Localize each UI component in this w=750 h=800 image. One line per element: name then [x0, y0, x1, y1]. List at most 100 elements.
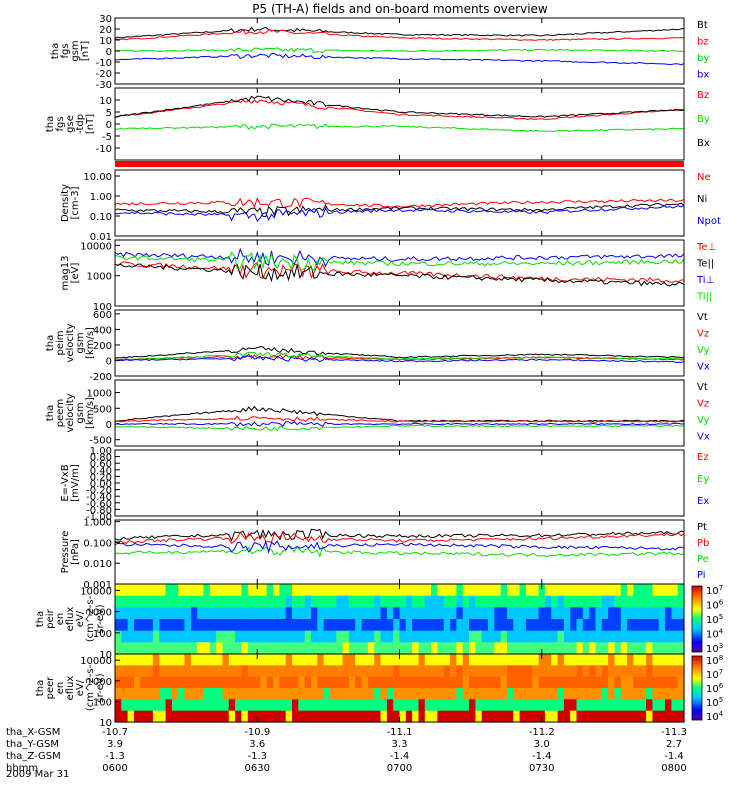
series-line-Pe [114, 545, 685, 558]
spectrogram-cell [437, 642, 445, 655]
spectrogram-cell [235, 676, 242, 689]
spectrogram-cell [209, 584, 217, 597]
spectrogram-cell [443, 642, 451, 655]
spectrogram-cell [209, 654, 217, 666]
spectrogram-cell [450, 607, 457, 620]
legend-label: Vz [697, 329, 709, 340]
spectrogram-cell [374, 710, 382, 723]
spectrogram-cell [627, 607, 634, 620]
spectrogram-cell [424, 699, 432, 712]
spectrogram-cell [450, 584, 457, 597]
spectrogram-cell [367, 665, 375, 678]
series-line-Pb [114, 531, 685, 545]
spectrogram-cell [266, 710, 274, 723]
spectrogram-cell [437, 699, 445, 712]
spectrogram-cell [507, 665, 514, 678]
spectrogram-cell [633, 688, 641, 700]
spectrogram-cell [134, 607, 141, 620]
spectrogram-cell [355, 619, 363, 632]
spectrogram-cell [374, 595, 382, 608]
spectrogram-cell [279, 665, 287, 678]
series-line-Bx [114, 95, 685, 118]
spectrogram-cell [576, 710, 584, 723]
spectrogram-cell [342, 676, 350, 689]
spectrogram-cell [330, 654, 337, 666]
orbit-row-label: hhmm [6, 763, 38, 774]
spectrogram-cell [159, 642, 167, 655]
spectrogram-cell [266, 665, 274, 678]
spectrogram-cell [557, 607, 565, 620]
spectrogram-cell [620, 584, 628, 597]
y-axis-label: thapeimvelocitygsm[km/s] [45, 323, 96, 362]
spectrogram-cell [462, 584, 470, 597]
spectrogram-cell [658, 710, 666, 723]
spectrogram-cell [355, 595, 363, 608]
spectrogram-cell [228, 584, 236, 597]
spectrogram-cell [462, 665, 470, 678]
spectrogram-cell [563, 619, 571, 632]
spectrogram-cell [209, 630, 217, 643]
legend-label: Vz [697, 399, 709, 410]
legend-label: bx [697, 70, 709, 81]
spectrogram-cell [525, 676, 533, 689]
spectrogram-cell [342, 642, 350, 655]
spectrogram-cell [488, 630, 495, 643]
spectrogram-cell [197, 654, 205, 666]
spectrogram-cell [241, 710, 249, 723]
spectrogram-cell [165, 584, 173, 597]
y-tick-label: 0.20 [90, 472, 112, 483]
spectrogram-cell [298, 710, 306, 723]
spectrogram-cell [456, 688, 464, 700]
spectrogram-cell [431, 584, 438, 597]
spectrogram-cell [159, 595, 167, 608]
spectrogram-cell [627, 584, 634, 597]
spectrogram-cell [500, 619, 508, 632]
spectrogram-cell [646, 607, 653, 620]
y-tick-label: 30 [99, 14, 112, 25]
y-tick-label: 10000 [80, 656, 112, 667]
spectrogram-cell [171, 584, 179, 597]
spectrogram-cell [216, 584, 224, 597]
spectrogram-cell [507, 584, 514, 597]
spectrogram-cell [336, 665, 344, 678]
spectrogram-cell [620, 607, 628, 620]
colorbar-tick-label: 105 [706, 696, 723, 709]
spectrogram-cell [127, 619, 135, 632]
spectrogram-cell [140, 676, 148, 689]
spectrogram-cell [348, 654, 356, 666]
spectrogram-cell [134, 642, 141, 655]
spectrogram-cell [525, 619, 533, 632]
spectrogram-cell [576, 654, 584, 666]
spectrogram-cell [380, 688, 388, 700]
y-tick-label: 0.010 [83, 559, 112, 570]
y-tick-label: 10 [99, 650, 112, 661]
spectrogram-cell [361, 630, 369, 643]
spectrogram-cell [418, 710, 426, 723]
spectrogram-cell [386, 584, 394, 597]
spectrogram-cell [140, 630, 148, 643]
spectrogram-cell [140, 710, 148, 723]
y-tick-label: 0.10 [90, 212, 112, 223]
spectrogram-cell [481, 584, 489, 597]
spectrogram-cell [393, 642, 401, 655]
spectrogram-cell [646, 710, 653, 723]
panel-frame [114, 449, 685, 517]
spectrogram-cell [140, 595, 148, 608]
spectrogram-cell [216, 688, 224, 700]
spectrogram-cell [627, 665, 634, 678]
spectrogram-cell [165, 688, 173, 700]
spectrogram-cell [437, 584, 445, 597]
spectrogram-cell [475, 642, 483, 655]
spectrogram-cell [563, 595, 571, 608]
spectrogram-cell [260, 595, 268, 608]
spectrogram-cell [304, 584, 312, 597]
spectrogram-cell [203, 607, 211, 620]
spectrogram-cell [532, 619, 540, 632]
spectrogram-cell [317, 642, 325, 655]
spectrogram-cell [418, 630, 426, 643]
spectrogram-cell [513, 710, 521, 723]
spectrogram-cell [620, 710, 628, 723]
spectrogram-cell [311, 710, 318, 723]
spectrogram-cell [241, 642, 249, 655]
y-tick-label: -0.80 [86, 505, 112, 516]
